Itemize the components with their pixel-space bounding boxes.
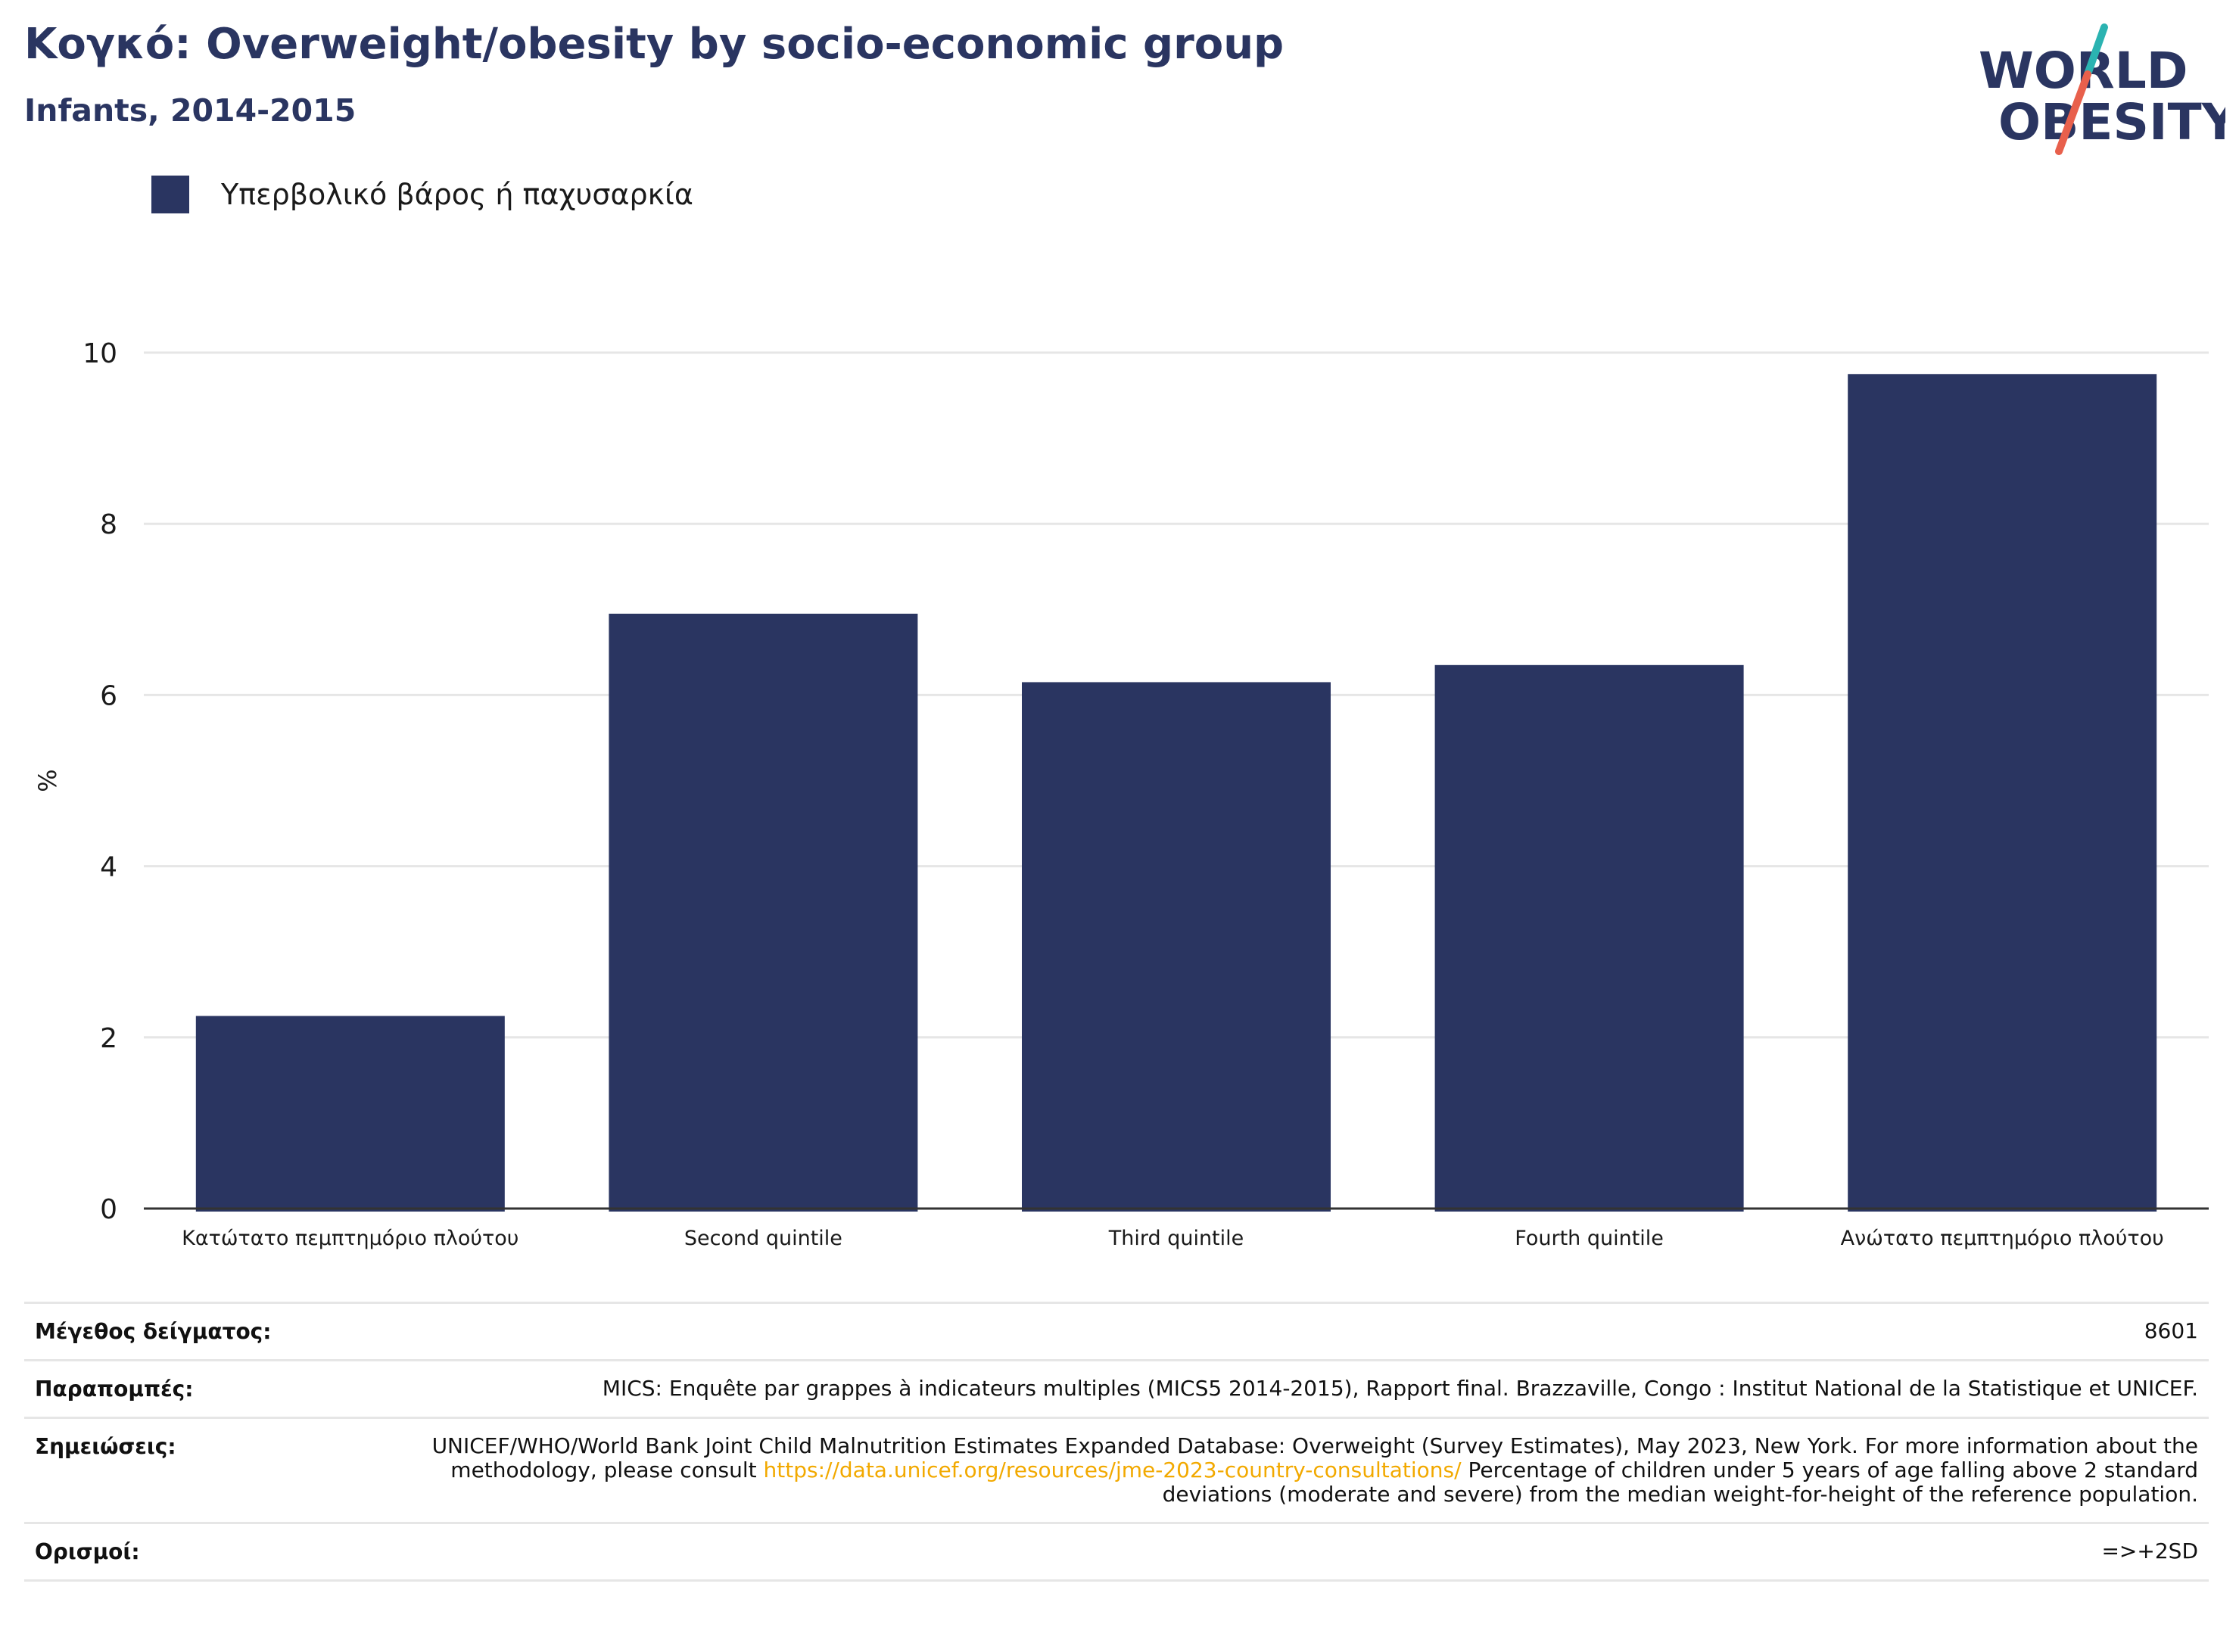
notes-text-after: Percentage of children under 5 years of … bbox=[1162, 1458, 2198, 1507]
axis-layer: 0 2 4 6 8 10% Κατώτατο πεμπτημόριο πλούτου Seco… bbox=[33, 338, 2209, 1250]
bar bbox=[195, 1016, 505, 1212]
y-tick-label: 8 bbox=[100, 509, 117, 540]
bar bbox=[1434, 664, 1744, 1212]
definitions-value: =>+2SD bbox=[2101, 1538, 2198, 1563]
logo-slash-coral bbox=[2055, 70, 2091, 155]
references-value: MICS: Enquête par grappes à indicateurs … bbox=[602, 1376, 2198, 1401]
sample-size-label: Μέγεθος δείγματος: bbox=[35, 1319, 272, 1344]
x-tick-label: Second quintile bbox=[684, 1227, 842, 1250]
y-tick-label: 2 bbox=[100, 1023, 117, 1054]
notes-link[interactable]: https://data.unicef.org/resources/jme-20… bbox=[763, 1458, 1462, 1482]
meta-row-references: Παραπομπές: MICS: Enquête par grappes à … bbox=[24, 1360, 2209, 1418]
bar bbox=[1022, 682, 1331, 1212]
x-tick-label: Fourth quintile bbox=[1515, 1227, 1664, 1250]
notes-value: UNICEF/WHO/World Bank Joint Child Malnut… bbox=[413, 1418, 2209, 1523]
definitions-label: Ορισμοί: bbox=[35, 1539, 140, 1564]
y-tick-label: 6 bbox=[100, 680, 117, 711]
metadata-table: Μέγεθος δείγματος: 8601 Παραπομπές: MICS… bbox=[24, 1302, 2209, 1582]
y-tick-label: 10 bbox=[83, 338, 117, 369]
chart-legend: Υπερβολικό βάρος ή παχυσαρκία bbox=[151, 176, 693, 213]
meta-row-notes: Σημειώσεις: UNICEF/WHO/World Bank Joint … bbox=[24, 1417, 2209, 1523]
bar bbox=[1848, 374, 2157, 1212]
chart-title: Κογκό: Overweight/obesity by socio-econo… bbox=[24, 20, 1285, 69]
x-tick-label: Κατώτατο πεμπτημόριο πλούτου bbox=[182, 1227, 518, 1250]
logo-slash-teal bbox=[2084, 23, 2108, 78]
y-axis-label: % bbox=[33, 769, 62, 792]
world-obesity-logo: WORLD OBESITY bbox=[1979, 23, 2225, 155]
legend-label: Υπερβολικό βάρος ή παχυσαρκία bbox=[221, 178, 693, 211]
meta-row-definitions: Ορισμοί: =>+2SD bbox=[24, 1523, 2209, 1581]
legend-swatch bbox=[151, 176, 189, 213]
logo-line-2: OBESITY bbox=[1998, 93, 2225, 151]
x-tick-label: Ανώτατο πεμπτημόριο πλούτου bbox=[1841, 1227, 2164, 1250]
bar-layer bbox=[195, 374, 2157, 1212]
bar bbox=[609, 613, 918, 1212]
y-tick-label: 0 bbox=[100, 1194, 117, 1225]
sample-size-value: 8601 bbox=[2144, 1318, 2198, 1343]
references-label: Παραπομπές: bbox=[35, 1377, 194, 1402]
bar-chart: 0 2 4 6 8 10% Κατώτατο πεμπτημόριο πλούτου Seco… bbox=[33, 338, 2209, 1250]
meta-row-sample-size: Μέγεθος δείγματος: 8601 bbox=[24, 1302, 2209, 1361]
chart-subtitle: Infants, 2014-2015 bbox=[24, 92, 357, 129]
y-tick-label: 4 bbox=[100, 852, 117, 883]
notes-text-before: UNICEF/WHO/World Bank Joint Child Malnut… bbox=[431, 1433, 2198, 1482]
x-tick-label: Third quintile bbox=[1108, 1227, 1244, 1250]
notes-label: Σημειώσεις: bbox=[35, 1434, 176, 1459]
